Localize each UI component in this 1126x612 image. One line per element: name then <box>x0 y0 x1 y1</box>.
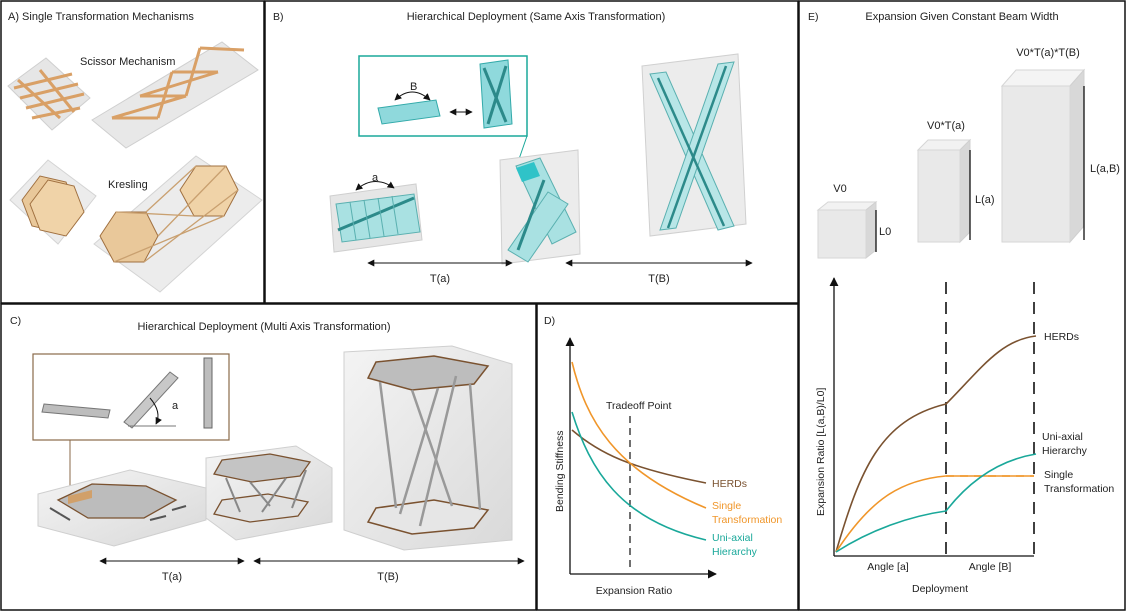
panel-e-legend-herds: HERDs <box>1044 331 1079 343</box>
box-v0-ta-dim: L(a) <box>975 194 995 206</box>
tradeoff-label: Tradeoff Point <box>606 400 671 412</box>
panel-d-legend-single-1: Single <box>712 500 741 512</box>
panel-b-stage1-illustration <box>329 183 423 253</box>
panel-c-inset: a <box>32 353 230 441</box>
inset-b-label: B <box>410 81 417 93</box>
panel-d-legend-uniaxial-2: Hierarchy <box>712 546 758 558</box>
panel-b-stage2-illustration <box>499 149 581 265</box>
panel-c-stage2-illustration <box>205 445 333 541</box>
panel-e-xtick-1: Angle [a] <box>867 561 909 573</box>
box-v0-ta <box>916 138 972 244</box>
panel-d-title: D) <box>544 315 555 327</box>
panel-d-xlabel: Expansion Ratio <box>596 585 673 597</box>
panel-e-title: E) <box>808 11 819 23</box>
panel-e-series-uniaxial <box>835 453 1037 553</box>
panel-c-border <box>0 303 537 611</box>
rotation-a-label: a <box>372 172 379 184</box>
panel-a-title: A) Single Transformation Mechanisms <box>8 11 194 23</box>
panel-e-ylabel: Expansion Ratio [L(a,B)/L0] <box>815 388 827 516</box>
panel-e-xtick-2: Angle [B] <box>969 561 1012 573</box>
box-v0-ta-tb <box>1000 68 1086 244</box>
panel-c-heading: Hierarchical Deployment (Multi Axis Tran… <box>137 321 390 333</box>
panel-d-ylabel: Bending Stiffness <box>554 430 566 512</box>
panel-d-series-uniaxial <box>571 411 707 541</box>
panel-b-heading: Hierarchical Deployment (Same Axis Trans… <box>407 11 666 23</box>
kresling-small-illustration <box>9 159 97 245</box>
panel-e-legend-uniaxial-1: Uni-axial <box>1042 431 1083 443</box>
panel-c-stage1-illustration <box>37 469 207 547</box>
panel-e-legend-uniaxial-2: Hierarchy <box>1042 445 1088 457</box>
panel-b-inset: B <box>358 55 528 137</box>
panel-d-legend-uniaxial-1: Uni-axial <box>712 532 753 544</box>
panel-b-border <box>264 0 799 304</box>
panel-e-border <box>798 0 1126 611</box>
panel-b: B) Hierarchical Deployment (Same Axis Tr… <box>264 0 799 304</box>
scissor-label: Scissor Mechanism <box>80 56 175 68</box>
panel-e-legend-single-1: Single <box>1044 469 1073 481</box>
panel-d-legend-herds: HERDs <box>712 478 747 490</box>
panel-c-arrow-2-label: T(B) <box>377 571 398 583</box>
panel-e-legend-single-2: Transformation <box>1044 483 1114 495</box>
panel-d: D) Bending Stiffness Expansion Ratio Tra… <box>536 303 799 611</box>
panel-b-arrow-2-label: T(B) <box>648 273 669 285</box>
kresling-label: Kresling <box>108 179 148 191</box>
panel-d-border <box>536 303 799 611</box>
panel-b-title: B) <box>273 11 284 23</box>
panel-d-legend-single-2: Transformation <box>712 514 782 526</box>
box-v0-dim: L0 <box>879 226 891 238</box>
panel-e: E) Expansion Given Constant Beam Width V… <box>798 0 1126 611</box>
scissor-small-illustration <box>7 57 91 131</box>
panel-b-stage3-illustration <box>641 53 747 237</box>
box-v0-label: V0 <box>833 183 846 195</box>
panel-a-border <box>0 0 265 304</box>
scissor-large-illustration <box>91 41 259 149</box>
panel-e-series-herds <box>835 335 1037 553</box>
kresling-large-illustration <box>93 155 263 293</box>
panel-c: C) Hierarchical Deployment (Multi Axis T… <box>0 303 537 611</box>
panel-d-series-herds <box>571 429 707 484</box>
box-v0-ta-tb-dim: L(a,B) <box>1090 163 1120 175</box>
inset-a-label: a <box>172 400 179 412</box>
panel-c-stage3-illustration <box>343 345 513 551</box>
box-v0 <box>816 200 878 260</box>
panel-e-xlabel: Deployment <box>912 583 968 595</box>
panel-a: A) Single Transformation Mechanisms Scis… <box>0 0 265 304</box>
box-v0-ta-label: V0*T(a) <box>927 120 965 132</box>
panel-c-title: C) <box>10 315 21 327</box>
panel-e-heading: Expansion Given Constant Beam Width <box>865 11 1058 23</box>
panel-e-series-single-solid <box>835 475 1034 553</box>
panel-c-arrow-1-label: T(a) <box>162 571 182 583</box>
panel-d-series-single <box>571 361 707 509</box>
panel-b-arrow-1-label: T(a) <box>430 273 450 285</box>
box-v0-ta-tb-label: V0*T(a)*T(B) <box>1016 47 1080 59</box>
